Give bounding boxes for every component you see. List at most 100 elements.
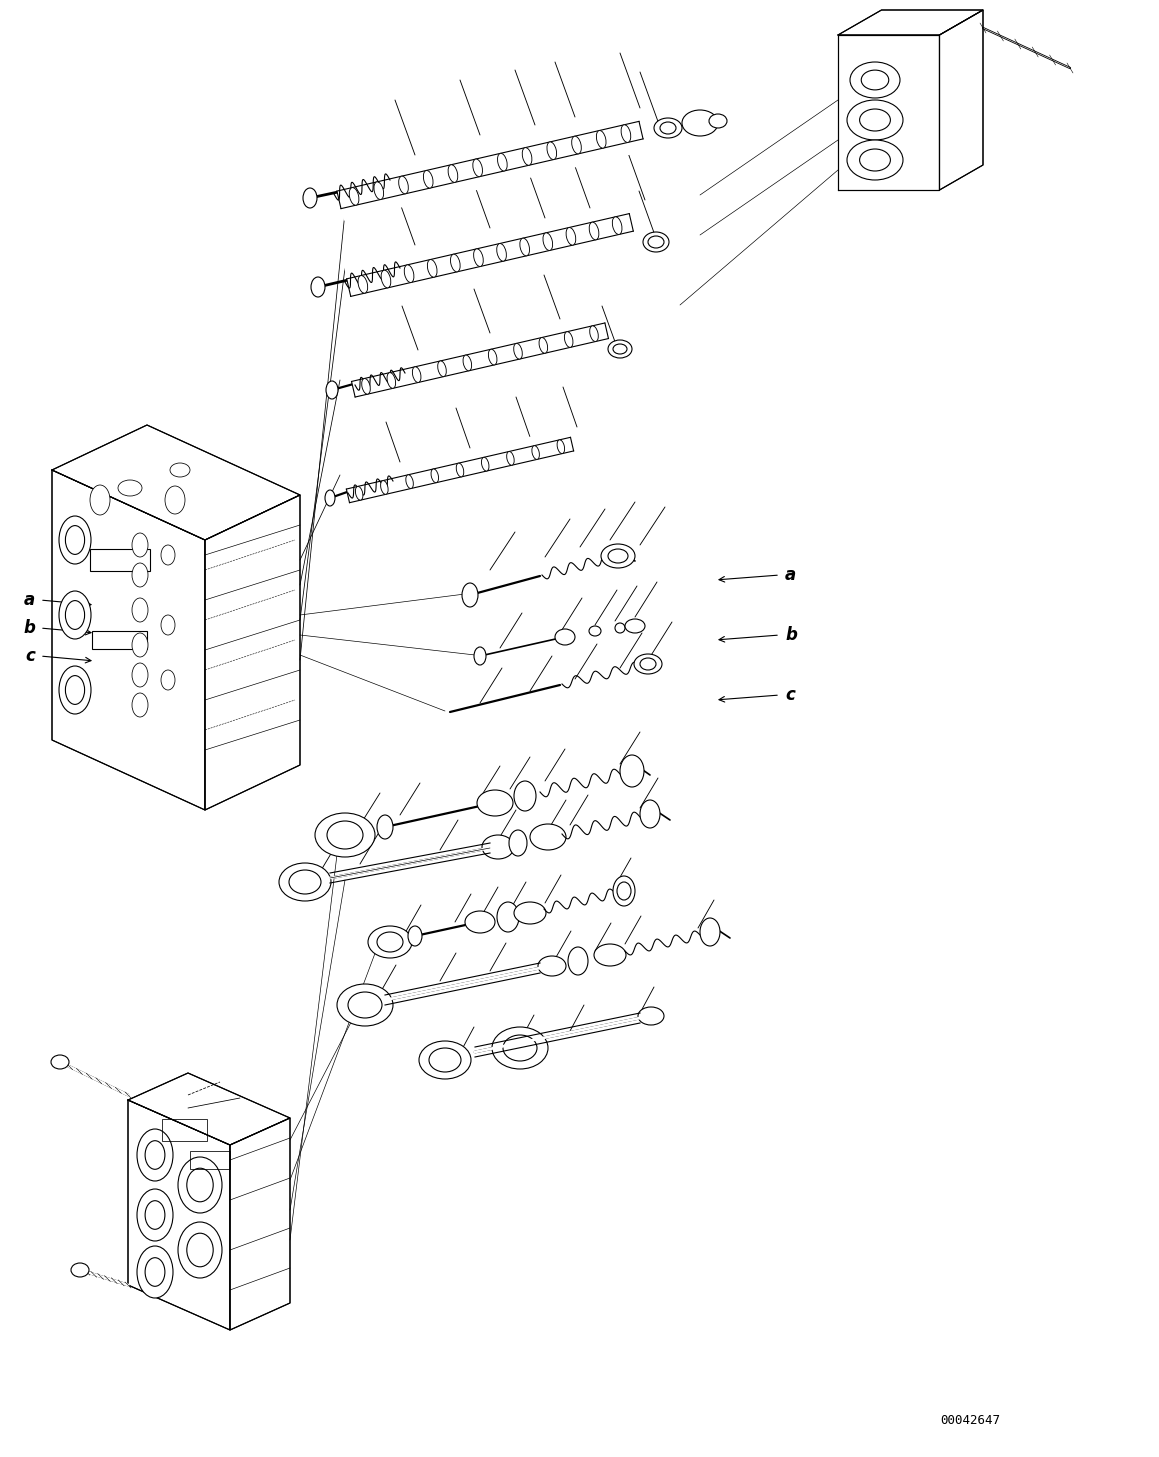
Ellipse shape [473, 159, 482, 176]
Ellipse shape [457, 463, 464, 476]
Ellipse shape [326, 380, 338, 399]
Ellipse shape [482, 835, 513, 860]
Ellipse shape [620, 755, 644, 787]
Ellipse shape [542, 233, 553, 251]
Ellipse shape [178, 1222, 223, 1278]
Ellipse shape [369, 927, 411, 959]
Ellipse shape [337, 983, 393, 1026]
Bar [162, 1119, 207, 1141]
Ellipse shape [279, 863, 331, 900]
Polygon shape [127, 1100, 229, 1330]
Polygon shape [838, 35, 940, 189]
Ellipse shape [643, 232, 669, 252]
Ellipse shape [145, 1141, 165, 1170]
Ellipse shape [161, 670, 175, 691]
Ellipse shape [589, 221, 599, 240]
Ellipse shape [608, 339, 632, 358]
Ellipse shape [377, 932, 403, 951]
Ellipse shape [640, 800, 659, 828]
Ellipse shape [513, 902, 546, 924]
Ellipse shape [568, 947, 588, 975]
Ellipse shape [428, 259, 437, 277]
Ellipse shape [187, 1169, 213, 1202]
Ellipse shape [700, 918, 720, 946]
Ellipse shape [399, 176, 408, 194]
Ellipse shape [59, 592, 92, 640]
Ellipse shape [311, 277, 325, 297]
Ellipse shape [408, 927, 422, 946]
Ellipse shape [65, 526, 85, 555]
Ellipse shape [132, 562, 148, 587]
Ellipse shape [315, 813, 376, 857]
Ellipse shape [555, 629, 575, 645]
Ellipse shape [423, 170, 433, 188]
Ellipse shape [478, 790, 513, 816]
Ellipse shape [547, 141, 556, 160]
Ellipse shape [530, 825, 566, 849]
Ellipse shape [612, 217, 622, 235]
Ellipse shape [613, 344, 627, 354]
Ellipse shape [161, 615, 175, 635]
Polygon shape [229, 1118, 290, 1330]
Ellipse shape [860, 149, 890, 170]
Ellipse shape [564, 332, 573, 347]
Ellipse shape [451, 254, 460, 272]
Ellipse shape [621, 125, 630, 143]
Ellipse shape [850, 63, 901, 98]
Ellipse shape [65, 676, 85, 704]
Text: a: a [785, 565, 796, 584]
Ellipse shape [302, 188, 318, 208]
Ellipse shape [71, 1263, 89, 1276]
Ellipse shape [327, 820, 363, 849]
Ellipse shape [429, 1048, 461, 1072]
Ellipse shape [137, 1129, 173, 1182]
Ellipse shape [348, 992, 382, 1018]
Ellipse shape [509, 830, 527, 857]
Ellipse shape [613, 876, 635, 906]
Ellipse shape [474, 647, 486, 664]
Ellipse shape [474, 249, 483, 267]
Ellipse shape [493, 1027, 548, 1069]
Ellipse shape [539, 338, 547, 353]
Text: a: a [23, 592, 35, 609]
Bar [93, 631, 147, 648]
Ellipse shape [178, 1157, 223, 1214]
Ellipse shape [431, 469, 438, 482]
Ellipse shape [503, 1034, 537, 1061]
Ellipse shape [438, 361, 446, 376]
Ellipse shape [349, 188, 359, 205]
Ellipse shape [538, 956, 566, 976]
Ellipse shape [187, 1233, 213, 1266]
Ellipse shape [617, 881, 630, 900]
Polygon shape [838, 10, 983, 35]
Ellipse shape [358, 275, 367, 293]
Ellipse shape [513, 344, 523, 358]
Ellipse shape [659, 122, 676, 134]
Ellipse shape [406, 475, 414, 488]
Ellipse shape [654, 118, 681, 138]
Ellipse shape [497, 153, 508, 170]
Ellipse shape [132, 632, 148, 657]
Ellipse shape [637, 1007, 664, 1026]
Ellipse shape [170, 463, 190, 476]
Text: b: b [785, 627, 797, 644]
Ellipse shape [145, 1257, 165, 1287]
Ellipse shape [132, 694, 148, 717]
Ellipse shape [145, 1201, 165, 1230]
Ellipse shape [449, 165, 458, 182]
Ellipse shape [608, 549, 628, 562]
Ellipse shape [557, 440, 564, 453]
Ellipse shape [497, 243, 506, 261]
Ellipse shape [118, 479, 143, 495]
Ellipse shape [847, 140, 903, 181]
Ellipse shape [362, 379, 370, 395]
Ellipse shape [571, 136, 582, 154]
Ellipse shape [532, 446, 539, 459]
Ellipse shape [59, 666, 92, 714]
Ellipse shape [90, 485, 110, 514]
Ellipse shape [625, 619, 646, 632]
Text: 00042647: 00042647 [940, 1413, 1000, 1426]
Bar [90, 549, 150, 571]
Polygon shape [52, 425, 300, 541]
Ellipse shape [137, 1189, 173, 1241]
